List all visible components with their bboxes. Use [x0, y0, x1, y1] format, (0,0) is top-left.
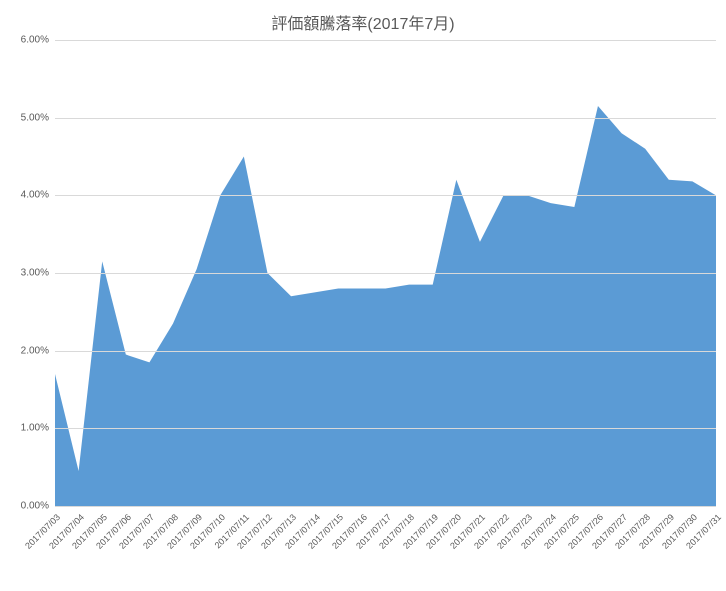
gridline [55, 428, 716, 429]
gridline [55, 118, 716, 119]
gridline [55, 506, 716, 507]
area-series [55, 106, 716, 506]
y-tick-label: 2.00% [21, 345, 49, 356]
y-tick-label: 1.00% [21, 423, 49, 434]
area-chart: 評価額騰落率(2017年7月) 0.00%1.00%2.00%3.00%4.00… [0, 0, 726, 591]
gridline [55, 273, 716, 274]
y-tick-label: 6.00% [21, 35, 49, 46]
y-tick-label: 3.00% [21, 268, 49, 279]
y-tick-label: 5.00% [21, 112, 49, 123]
gridline [55, 351, 716, 352]
y-tick-label: 4.00% [21, 190, 49, 201]
chart-title: 評価額騰落率(2017年7月) [0, 10, 726, 34]
plot-area: 0.00%1.00%2.00%3.00%4.00%5.00%6.00%2017/… [55, 40, 716, 506]
y-tick-label: 0.00% [21, 501, 49, 512]
gridline [55, 40, 716, 41]
gridline [55, 195, 716, 196]
